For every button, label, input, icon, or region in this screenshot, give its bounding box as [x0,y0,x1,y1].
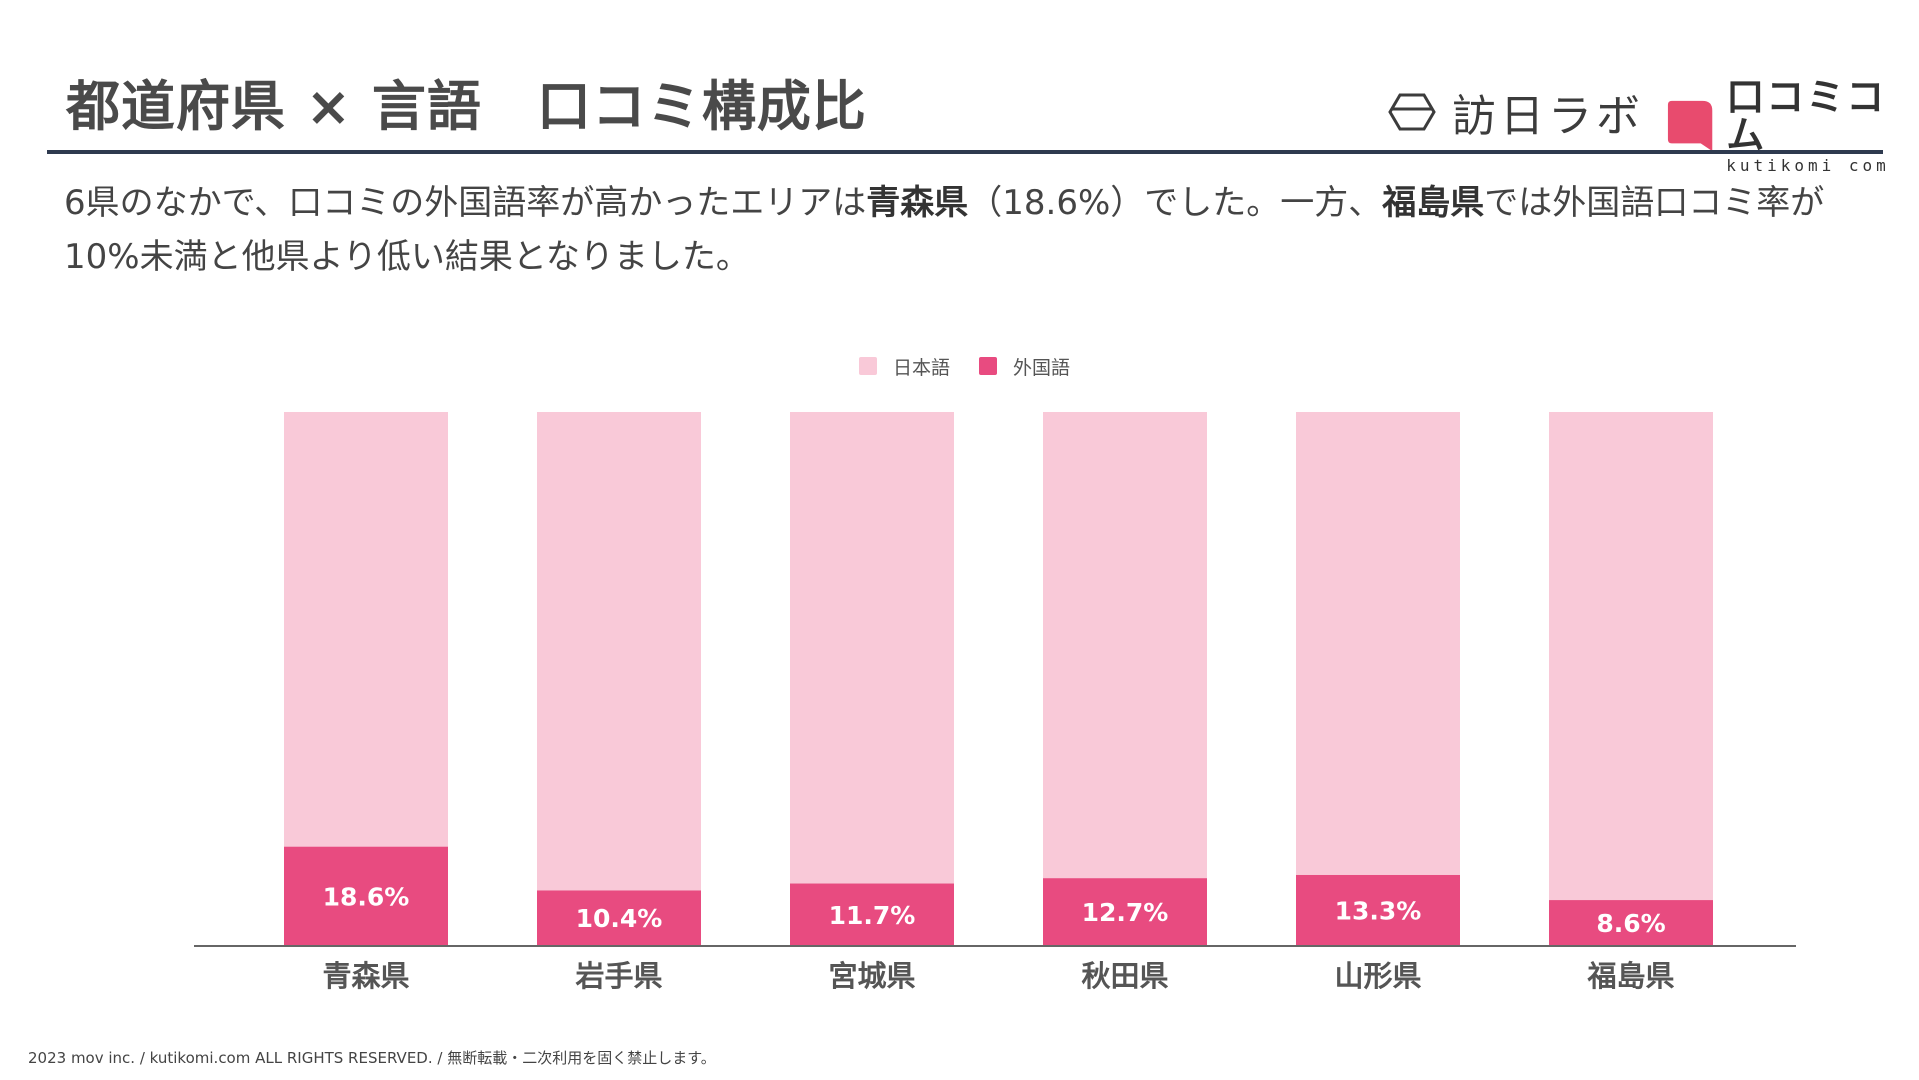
houjin-lab-logo-text: 訪日ラボ [1452,91,1644,142]
bar-japanese-2 [790,412,954,884]
bar-foreign-3 [1043,878,1207,946]
hexagon-logo-icon [1388,93,1436,131]
kuchikomi-com-logo: 口コミコム kutikomi com [1666,78,1919,174]
bar-foreign-1 [537,890,701,946]
bar-japanese-1 [537,412,701,891]
bar-japanese-5 [1549,412,1713,901]
data-label-foreign-2: 11.7% [829,901,916,930]
description-part-3: では外国語口コミ率が10%未満と他県より低い結果となりました。 [64,183,1825,277]
bar-foreign-0 [284,846,448,946]
bar-foreign-5 [1549,900,1713,946]
bar-japanese-4 [1296,412,1460,875]
page-title: 都道府県 × 言語 口コミ構成比 [66,75,867,138]
title-divider [47,150,1883,154]
data-label-foreign-5: 8.6% [1596,909,1665,938]
kuchikomi-com-logo-text: 口コミコム [1726,75,1887,157]
speech-bubble-logo-icon [1667,100,1713,152]
description-highlight-aomori: 青森県 [866,183,969,223]
description-part-2: （18.6%）でした。一方、 [968,183,1383,223]
category-label-3: 秋田県 [1081,959,1168,993]
category-label-0: 青森県 [322,959,409,993]
legend-label-foreign: 外国語 [1013,357,1070,379]
houjin-lab-logo: 訪日ラボ [1388,80,1644,144]
bar-japanese-3 [1043,412,1207,879]
category-label-4: 山形県 [1334,959,1421,993]
category-label-2: 宮城県 [828,959,915,993]
legend-swatch-foreign [979,357,997,375]
legend-label-japanese: 日本語 [893,357,950,379]
category-label-1: 岩手県 [574,959,662,993]
category-label-5: 福島県 [1586,959,1674,993]
bar-foreign-2 [790,883,954,946]
copyright-footer: 2023 mov inc. / kutikomi.com ALL RIGHTS … [28,1049,716,1067]
legend-swatch-japanese [859,357,877,375]
data-label-foreign-3: 12.7% [1082,898,1169,927]
bar-japanese-0 [284,412,448,847]
kuchikomi-com-logo-subtext: kutikomi com [1726,156,1890,175]
description-highlight-fukushima: 福島県 [1382,183,1485,223]
data-label-foreign-0: 18.6% [323,882,410,911]
data-label-foreign-4: 13.3% [1335,896,1422,925]
data-label-foreign-1: 10.4% [576,904,663,933]
bar-foreign-4 [1296,874,1460,946]
description-part-1: 6県のなかで、口コミの外国語率が高かったエリアは [64,183,867,223]
description-text: 6県のなかで、口コミの外国語率が高かったエリアは青森県（18.6%）でした。一方… [64,176,1864,284]
